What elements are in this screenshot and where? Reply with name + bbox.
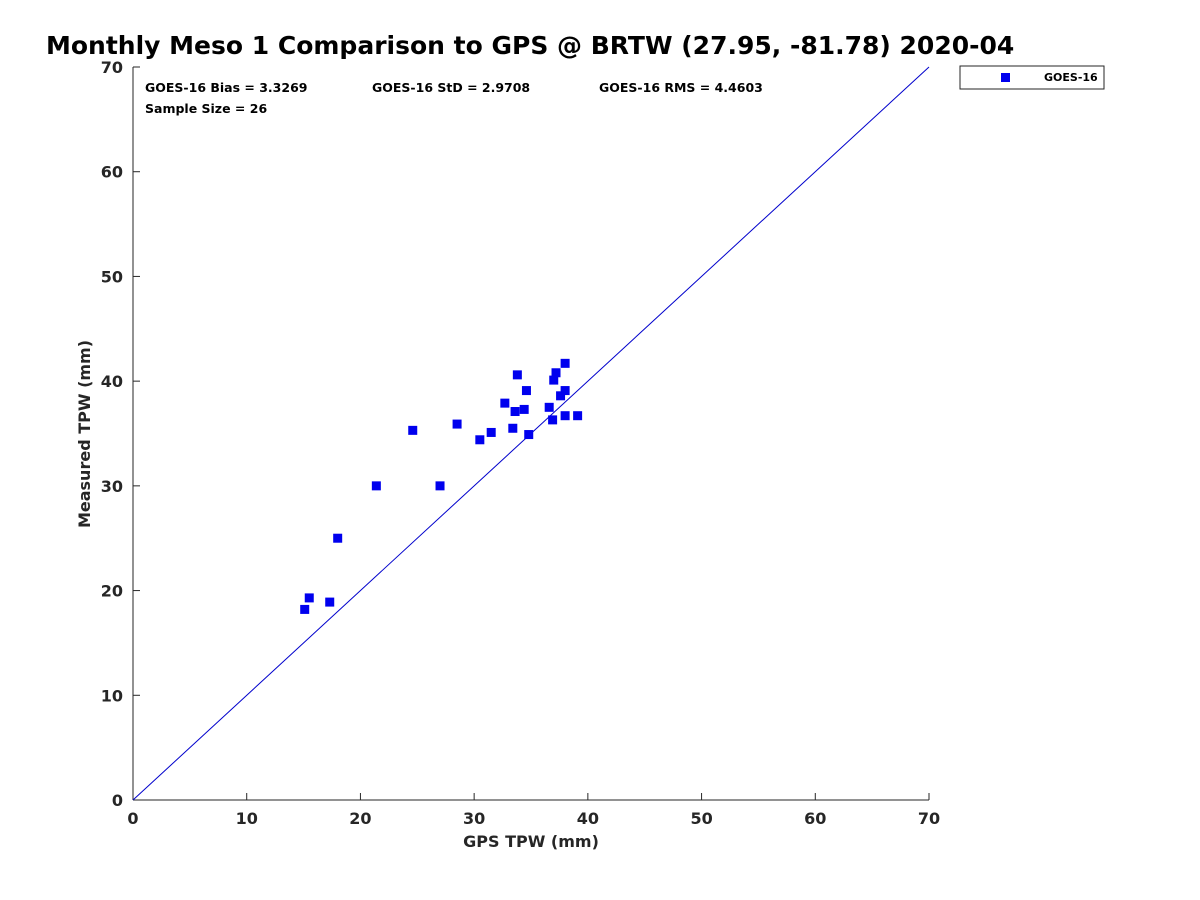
stat-bias: GOES-16 Bias = 3.3269 [145, 80, 307, 95]
y-axis-label: Measured TPW (mm) [75, 340, 94, 528]
data-point [325, 597, 335, 607]
x-tick-label: 0 [127, 809, 138, 828]
data-point [408, 425, 418, 435]
x-axis-label: GPS TPW (mm) [463, 832, 599, 851]
y-tick-label: 60 [101, 163, 123, 182]
y-tick-label: 70 [101, 58, 123, 77]
data-point [549, 375, 559, 385]
data-point [500, 398, 510, 408]
data-point [508, 423, 518, 433]
y-tick-label: 40 [101, 372, 123, 391]
x-tick-label: 50 [690, 809, 712, 828]
x-tick-label: 20 [349, 809, 371, 828]
data-point [548, 415, 558, 425]
stat-sample-size: Sample Size = 26 [145, 101, 267, 116]
axis-ticks: 0 10 20 30 40 50 60 70 0 10 20 30 40 50 60 70 [101, 58, 940, 828]
data-point [560, 386, 570, 396]
data-point [524, 430, 534, 440]
legend-box [959, 65, 1105, 90]
data-point [551, 368, 561, 378]
legend-marker-square [1001, 73, 1010, 82]
y-tick-label: 50 [101, 267, 123, 286]
data-point [560, 358, 570, 368]
data-point [519, 404, 529, 414]
y-tick-label: 0 [112, 791, 123, 810]
data-point [371, 481, 381, 491]
x-tick-label: 10 [236, 809, 258, 828]
legend-label: GOES-16 [1044, 71, 1098, 84]
data-point [573, 411, 583, 421]
y-tick-label: 30 [101, 477, 123, 496]
data-point [333, 533, 343, 543]
data-point [475, 435, 485, 445]
data-point [521, 386, 531, 396]
data-point [510, 407, 520, 417]
x-tick-label: 30 [463, 809, 485, 828]
y-tick-label: 10 [101, 686, 123, 705]
data-point [304, 593, 314, 603]
data-point [556, 391, 566, 401]
chart-title: Monthly Meso 1 Comparison to GPS @ BRTW … [46, 31, 1014, 60]
legend: GOES-16 [959, 65, 1105, 90]
data-point [452, 419, 462, 429]
x-tick-label: 60 [804, 809, 826, 828]
data-point [435, 481, 445, 491]
x-tick-label: 70 [918, 809, 940, 828]
data-point [300, 604, 310, 614]
stat-std: GOES-16 StD = 2.9708 [372, 80, 530, 95]
data-point [560, 411, 570, 421]
x-tick-label: 40 [577, 809, 599, 828]
y-tick-label: 20 [101, 582, 123, 601]
stat-rms: GOES-16 RMS = 4.4603 [599, 80, 763, 95]
data-points [300, 358, 583, 614]
data-point [486, 427, 496, 437]
data-point [512, 370, 522, 380]
data-point [544, 402, 554, 412]
